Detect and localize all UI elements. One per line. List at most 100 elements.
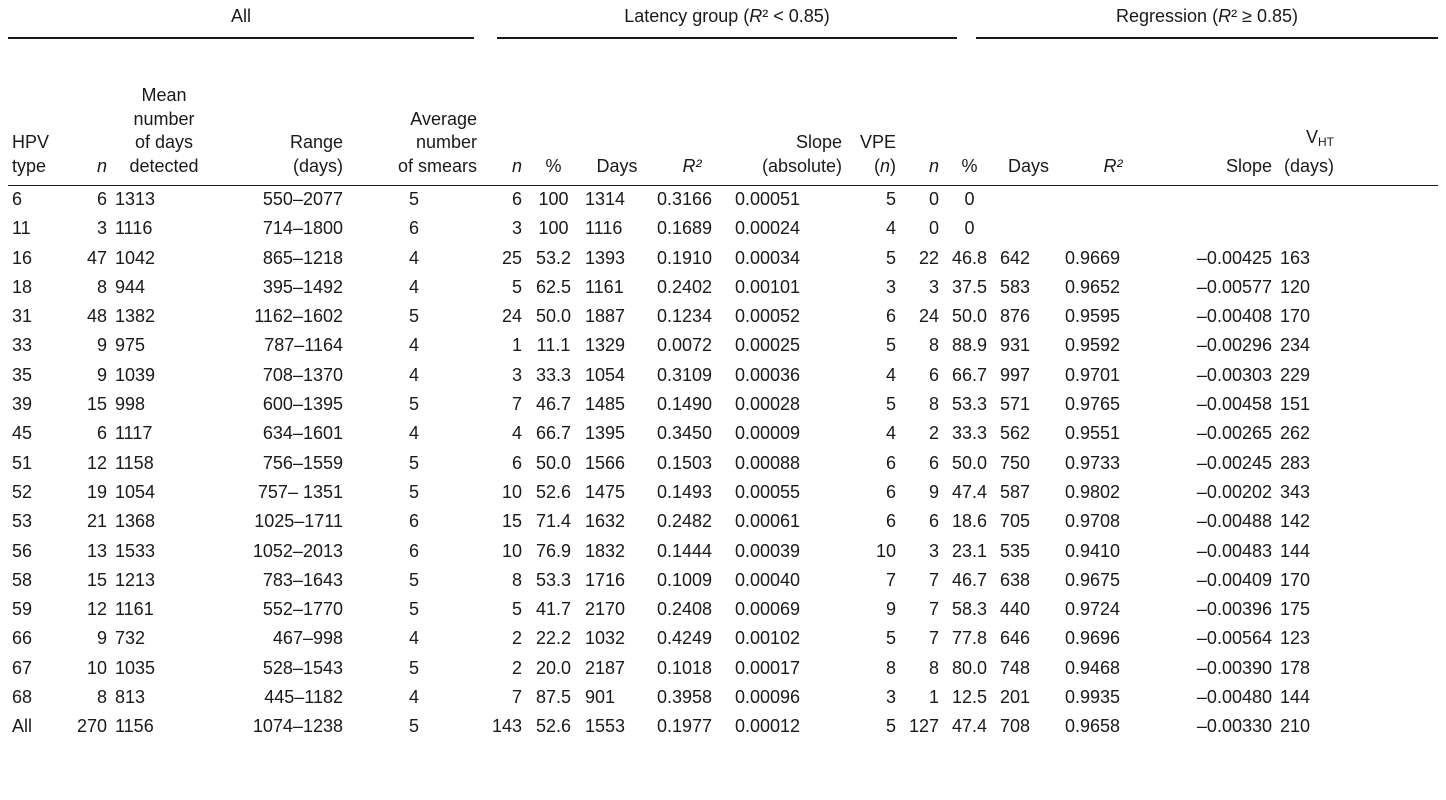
cell-vpe: 5 <box>885 189 896 209</box>
cell-vpe: 6 <box>885 452 896 473</box>
cell-latency-r2: 0.3958 <box>657 687 713 708</box>
cell-regression-r2: 0.9468 <box>1065 657 1121 678</box>
cell-latency-n: 2 <box>511 628 522 649</box>
cell-regression-days: 535 <box>1000 540 1031 561</box>
cell-avg-smears: 5 <box>408 189 419 209</box>
cell-latency-days: 1475 <box>585 481 626 502</box>
cell-avg-smears: 4 <box>408 364 419 385</box>
table-row: 33 9 975 787–1164 4 1 11.1 1329 0.0072 0.00025 5 8 8… <box>8 331 1338 360</box>
cell-vht: 262 <box>1280 423 1311 444</box>
latency-suffix: ² < 0.85) <box>762 6 830 26</box>
cell-latency-r2: 0.1503 <box>657 452 713 473</box>
cell-regression-slope: –0.00425 <box>1196 247 1272 268</box>
cell-regression-r2: 0.9935 <box>1065 687 1121 708</box>
cell-regression-days: 638 <box>1000 569 1031 590</box>
cell-regression-r2: 0.9696 <box>1065 628 1121 649</box>
cell-avg-smears: 5 <box>408 452 419 473</box>
cell-regression-slope: –0.00564 <box>1196 628 1272 649</box>
cell-vpe: 9 <box>885 599 896 620</box>
cell-regression-slope: –0.00330 <box>1196 716 1272 737</box>
cell-mean-days: 1158 <box>115 452 154 473</box>
cell-regression-pct: 0 <box>964 218 975 239</box>
cell-vht: 163 <box>1280 247 1311 268</box>
cell-regression-slope: –0.00409 <box>1196 569 1272 590</box>
cell-latency-r2: 0.1490 <box>657 394 713 415</box>
cell-latency-n: 1 <box>511 335 522 356</box>
cell-mean-days: 1213 <box>115 569 156 590</box>
cell-latency-slope: 0.00028 <box>735 394 801 415</box>
cell-regression-days: 931 <box>1000 335 1031 356</box>
cell-hpv-type: 68 <box>12 687 33 708</box>
cell-regression-pct: 23.1 <box>951 540 988 561</box>
cell-latency-pct: 100 <box>538 218 569 239</box>
cell-range: 600–1395 <box>262 394 343 415</box>
cell-latency-days: 1566 <box>585 452 626 473</box>
cell-regression-days: 642 <box>1000 247 1031 268</box>
col-header-latency-r2: R² <box>682 155 702 176</box>
latency-r: R <box>749 6 763 26</box>
cell-avg-smears: 4 <box>408 276 419 297</box>
cell-latency-slope: 0.00055 <box>735 481 801 502</box>
header-bottom-rule <box>8 185 1438 186</box>
cell-latency-days: 1887 <box>585 306 626 327</box>
cell-n: 47 <box>86 247 107 268</box>
cell-mean-days: 998 <box>115 394 146 415</box>
cell-vpe: 5 <box>885 628 896 649</box>
cell-regression-r2: 0.9802 <box>1065 481 1121 502</box>
cell-mean-days: 1116 <box>115 218 153 239</box>
cell-vpe: 4 <box>885 364 896 385</box>
cell-regression-days: 201 <box>1000 687 1031 708</box>
cell-regression-r2: 0.9410 <box>1065 540 1121 561</box>
col-header-regression-pct: % <box>961 155 978 176</box>
table-row: 67 10 1035 528–1543 5 2 20.0 2187 0.1018 0.00017 8… <box>8 654 1338 683</box>
cell-regression-pct: 33.3 <box>951 423 988 444</box>
group-header-regression: Regression (R² ≥ 0.85) <box>976 6 1438 27</box>
cell-regression-n: 6 <box>928 364 939 385</box>
cell-regression-slope <box>1165 214 1276 243</box>
cell-regression-pct: 66.7 <box>951 364 988 385</box>
cell-regression-pct: 47.4 <box>951 716 988 737</box>
cell-latency-pct: 33.3 <box>535 364 572 385</box>
cell-latency-pct: 20.0 <box>535 657 572 678</box>
cell-mean-days: 1161 <box>115 599 154 620</box>
cell-n: 13 <box>86 540 107 561</box>
cell-regression-pct: 50.0 <box>951 452 988 473</box>
cell-avg-smears: 5 <box>408 599 419 620</box>
cell-mean-days: 1054 <box>115 481 156 502</box>
cell-latency-days: 2170 <box>585 599 626 620</box>
cell-hpv-type: 66 <box>12 628 33 649</box>
cell-n: 21 <box>86 511 107 532</box>
cell-range: 787–1164 <box>264 335 343 356</box>
cell-range: 552–1770 <box>262 599 343 620</box>
cell-n: 9 <box>96 335 107 356</box>
cell-hpv-type: 35 <box>12 364 33 385</box>
cell-latency-n: 5 <box>511 599 522 620</box>
cell-hpv-type: 31 <box>12 306 33 327</box>
table-row: 16 47 1042 865–1218 4 25 53.2 1393 0.1910 0.00034… <box>8 244 1338 273</box>
cell-latency-n: 2 <box>511 657 522 678</box>
cell-hpv-type: 18 <box>12 276 33 297</box>
cell-mean-days: 1042 <box>115 247 156 268</box>
cell-regression-n: 0 <box>928 189 939 209</box>
cell-avg-smears: 6 <box>408 540 419 561</box>
cell-vpe: 5 <box>885 335 896 356</box>
cell-latency-days: 901 <box>585 687 616 708</box>
table-row: 31 48 1382 1162–1602 5 24 50.0 1887 0.1234 0.0005… <box>8 302 1338 331</box>
cell-regression-days: 705 <box>1000 511 1031 532</box>
table-body: 6 6 1313 550–2077 5 6 100 1314 0.3166 0.00051 5 0 0 1… <box>8 185 1338 742</box>
cell-range: 865–1218 <box>262 247 343 268</box>
cell-latency-r2: 0.2402 <box>657 276 713 297</box>
cell-mean-days: 1117 <box>115 423 153 444</box>
cell-regression-pct: 46.8 <box>951 247 988 268</box>
col-header-n: n <box>96 155 107 176</box>
latency-prefix: Latency group ( <box>624 6 750 26</box>
cell-latency-slope: 0.00052 <box>735 306 801 327</box>
cell-latency-slope: 0.00025 <box>735 335 801 356</box>
cell-latency-days: 1314 <box>585 189 626 209</box>
col-header-hpv-type: HPV type <box>12 132 50 176</box>
cell-regression-days <box>996 185 1061 214</box>
cell-vht: 229 <box>1280 364 1311 385</box>
cell-latency-r2: 0.2482 <box>657 511 713 532</box>
cell-latency-pct: 52.6 <box>535 481 572 502</box>
cell-n: 6 <box>96 423 107 444</box>
